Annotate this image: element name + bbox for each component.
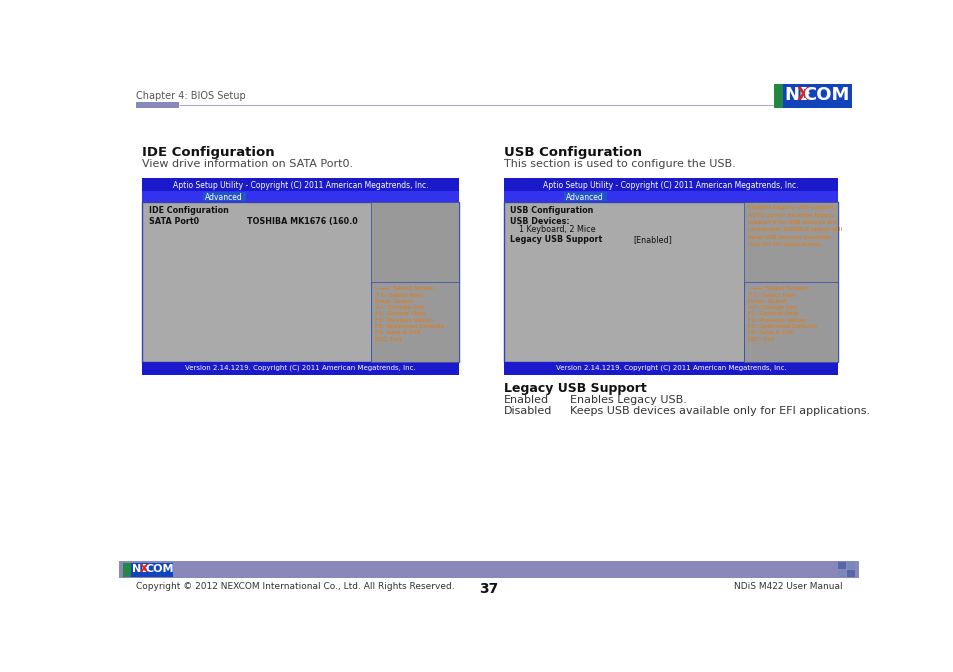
Bar (503, 362, 838, 375)
Text: F4: Save & Exit: F4: Save & Exit (375, 331, 420, 335)
Text: Aptio Setup Utility - Copyright (C) 2011 American Megatrends, Inc.: Aptio Setup Utility - Copyright (C) 2011… (542, 181, 798, 190)
Text: [Enabled]: [Enabled] (633, 235, 672, 245)
Text: USB Configuration: USB Configuration (503, 146, 641, 159)
Text: Aptio Setup Utility - Copyright (C) 2011 American Megatrends, Inc.: Aptio Setup Utility - Copyright (C) 2011… (172, 181, 428, 190)
Text: NE: NE (132, 564, 149, 574)
Bar (846, 570, 854, 577)
Text: F3: Optimized Defaults: F3: Optimized Defaults (375, 324, 444, 329)
Bar (743, 282, 838, 362)
Bar (119, 561, 858, 578)
Text: COM: COM (802, 86, 849, 104)
Bar (136, 102, 179, 108)
Text: X: X (796, 86, 810, 104)
Bar (563, 192, 606, 201)
Text: Advanced: Advanced (565, 193, 603, 202)
Text: USB Devices:: USB Devices: (509, 217, 569, 226)
Text: Legacy USB Support: Legacy USB Support (503, 382, 646, 396)
Text: NE: NE (783, 86, 811, 104)
Text: Enabled: Enabled (503, 395, 548, 405)
Text: Legacy USB Support: Legacy USB Support (509, 235, 601, 245)
Text: IDE Configuration: IDE Configuration (142, 146, 274, 159)
Text: connected. DISABLE option will: connected. DISABLE option will (747, 227, 841, 233)
Text: Enter: Select: Enter: Select (375, 299, 414, 304)
Bar (743, 202, 838, 362)
Text: +/-: Change Opt.: +/-: Change Opt. (747, 305, 798, 310)
Bar (838, 570, 845, 577)
Bar (371, 202, 458, 362)
Text: NDiS M422 User Manual: NDiS M422 User Manual (734, 582, 842, 591)
Bar (503, 202, 838, 362)
Text: F2: Previous Values: F2: Previous Values (375, 318, 433, 323)
Text: Advanced: Advanced (205, 193, 242, 202)
Text: F3: Optimized Defaults: F3: Optimized Defaults (747, 324, 816, 329)
Text: 37: 37 (478, 582, 498, 596)
Text: keep USB devices available: keep USB devices available (747, 235, 829, 240)
Bar (503, 191, 838, 202)
Text: Enables Legacy USB.: Enables Legacy USB. (569, 395, 685, 405)
Bar (838, 562, 845, 569)
Bar (846, 562, 854, 569)
Text: 1 Keyboard, 2 Mice: 1 Keyboard, 2 Mice (518, 224, 596, 234)
Bar (142, 202, 458, 362)
Text: F1: General Help: F1: General Help (747, 312, 798, 317)
Bar (123, 562, 172, 577)
Text: support if no USB devices are: support if no USB devices are (747, 220, 836, 225)
Bar (203, 192, 245, 201)
Text: SATA Port0: SATA Port0 (149, 217, 198, 226)
Text: TOSHIBA MK1676 (160.0: TOSHIBA MK1676 (160.0 (247, 217, 357, 226)
Text: Disabled: Disabled (503, 406, 552, 415)
Text: Version 2.14.1219. Copyright (C) 2011 American Megatrends, Inc.: Version 2.14.1219. Copyright (C) 2011 Am… (555, 365, 785, 371)
Text: only for EFI applications.: only for EFI applications. (747, 242, 821, 247)
Text: Chapter 4: BIOS Setup: Chapter 4: BIOS Setup (136, 91, 246, 101)
Bar (371, 282, 458, 362)
Bar (142, 179, 458, 191)
Text: IDE Configuration: IDE Configuration (149, 206, 229, 215)
Text: --→←: Select Screen: --→←: Select Screen (747, 286, 806, 291)
Text: F2: Previous Values: F2: Previous Values (747, 318, 805, 323)
Bar (503, 179, 838, 191)
Text: ESC: Exit: ESC: Exit (375, 337, 401, 342)
Text: AUTO option disables legacy: AUTO option disables legacy (747, 213, 833, 218)
Text: --→←: Select Screen: --→←: Select Screen (375, 286, 434, 291)
Text: View drive information on SATA Port0.: View drive information on SATA Port0. (142, 159, 354, 169)
Bar (142, 362, 458, 375)
Text: Version 2.14.1219. Copyright (C) 2011 American Megatrends, Inc.: Version 2.14.1219. Copyright (C) 2011 Am… (185, 365, 416, 371)
Bar (773, 84, 851, 108)
Text: F1: General Help: F1: General Help (375, 312, 425, 317)
Text: USB Configuration: USB Configuration (509, 206, 593, 215)
Text: Enter: Select: Enter: Select (747, 299, 785, 304)
Text: F4: Save & Exit: F4: Save & Exit (747, 331, 793, 335)
Text: +/-: Change Opt.: +/-: Change Opt. (375, 305, 425, 310)
Bar (142, 191, 458, 202)
Text: ↑↓: Select Item: ↑↓: Select Item (747, 292, 795, 298)
Text: Keeps USB devices available only for EFI applications.: Keeps USB devices available only for EFI… (569, 406, 869, 415)
Text: ESC: Exit: ESC: Exit (747, 337, 774, 342)
Bar (123, 562, 131, 577)
Bar (773, 84, 782, 108)
Text: Copyright © 2012 NEXCOM International Co., Ltd. All Rights Reserved.: Copyright © 2012 NEXCOM International Co… (136, 582, 455, 591)
Text: This section is used to configure the USB.: This section is used to configure the US… (503, 159, 735, 169)
Text: ↑↓: Select Item: ↑↓: Select Item (375, 292, 423, 298)
Text: X: X (140, 564, 149, 574)
Text: Enables Legacy USB support.: Enables Legacy USB support. (747, 206, 835, 210)
Text: COM: COM (146, 564, 173, 574)
